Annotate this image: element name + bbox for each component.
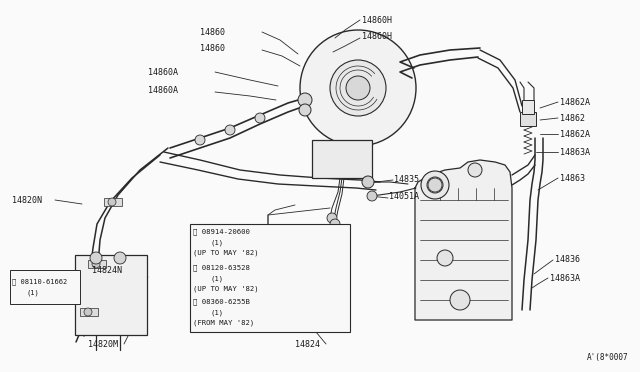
Text: 14836: 14836 <box>555 255 580 264</box>
Bar <box>88 260 106 268</box>
Text: 14824N: 14824N <box>92 266 122 275</box>
Text: Ⓑ 08360-6255B: Ⓑ 08360-6255B <box>193 298 250 305</box>
Circle shape <box>450 290 470 310</box>
Text: Ⓑ 08110-61662: Ⓑ 08110-61662 <box>12 278 67 285</box>
Circle shape <box>468 163 482 177</box>
Circle shape <box>300 30 416 146</box>
Text: Ⓝ 08914-20600: Ⓝ 08914-20600 <box>193 228 250 235</box>
Bar <box>75 255 147 335</box>
Text: 14862: 14862 <box>560 114 585 123</box>
Text: (1): (1) <box>210 310 223 317</box>
Text: A'(8*0007: A'(8*0007 <box>586 353 628 362</box>
Circle shape <box>421 171 449 199</box>
Circle shape <box>108 198 116 206</box>
Bar <box>190 224 350 332</box>
Circle shape <box>427 177 443 193</box>
Circle shape <box>367 191 377 201</box>
Bar <box>80 308 98 316</box>
Text: 14820N: 14820N <box>12 196 42 205</box>
Bar <box>520 112 536 126</box>
Circle shape <box>92 260 100 268</box>
Circle shape <box>195 135 205 145</box>
Bar <box>10 270 80 304</box>
Text: 14824: 14824 <box>295 340 320 349</box>
Text: 14860H: 14860H <box>362 32 392 41</box>
Bar <box>312 140 372 178</box>
Circle shape <box>346 76 370 100</box>
Circle shape <box>330 219 340 229</box>
Text: 14051A: 14051A <box>389 192 419 201</box>
Text: 14862A: 14862A <box>560 130 590 139</box>
Text: (1): (1) <box>210 276 223 282</box>
Circle shape <box>437 250 453 266</box>
Circle shape <box>362 176 374 188</box>
Text: (1): (1) <box>26 290 39 296</box>
Text: 14835: 14835 <box>394 175 419 184</box>
Circle shape <box>299 104 311 116</box>
Text: 14820M: 14820M <box>88 340 118 349</box>
Circle shape <box>225 125 235 135</box>
Circle shape <box>327 213 337 223</box>
Circle shape <box>428 178 442 192</box>
Circle shape <box>255 113 265 123</box>
Circle shape <box>330 60 386 116</box>
Circle shape <box>298 93 312 107</box>
Text: 14862A: 14862A <box>560 98 590 107</box>
Text: 14860A: 14860A <box>148 68 178 77</box>
Text: 14860H: 14860H <box>362 16 392 25</box>
Circle shape <box>84 308 92 316</box>
Text: (UP TO MAY '82): (UP TO MAY '82) <box>193 250 259 257</box>
Text: (UP TO MAY '82): (UP TO MAY '82) <box>193 286 259 292</box>
Text: 14863A: 14863A <box>560 148 590 157</box>
Text: Ⓑ 08120-63528: Ⓑ 08120-63528 <box>193 264 250 270</box>
Text: 14863: 14863 <box>560 174 585 183</box>
Text: 14860: 14860 <box>200 28 225 37</box>
Text: 14860: 14860 <box>200 44 225 53</box>
Circle shape <box>114 252 126 264</box>
Text: (FROM MAY '82): (FROM MAY '82) <box>193 320 254 327</box>
Polygon shape <box>415 160 512 320</box>
Text: 14860A: 14860A <box>148 86 178 95</box>
Text: (1): (1) <box>210 240 223 247</box>
Bar <box>522 100 534 114</box>
Text: 14863A: 14863A <box>550 274 580 283</box>
Bar <box>104 198 122 206</box>
Circle shape <box>90 252 102 264</box>
